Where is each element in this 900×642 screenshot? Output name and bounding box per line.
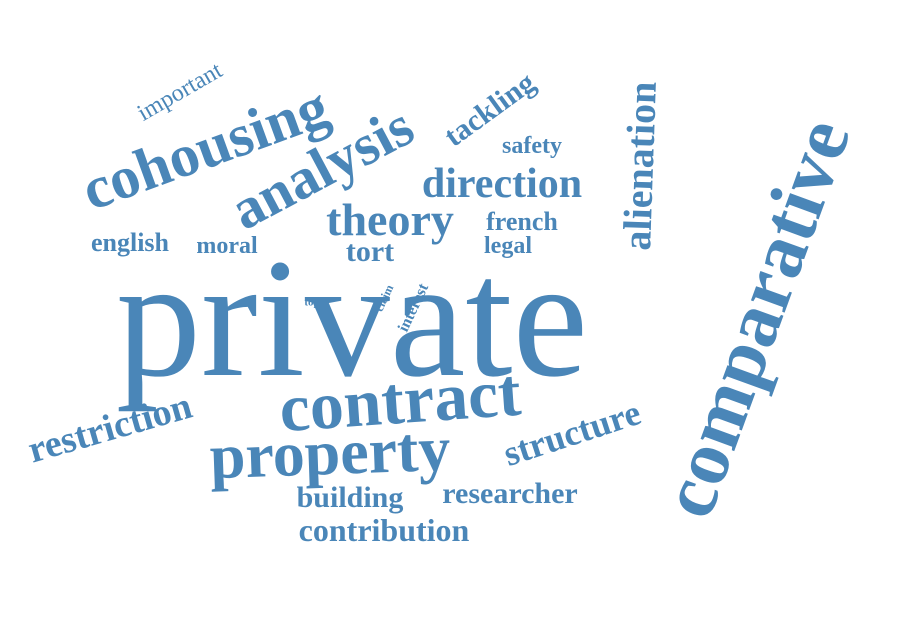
word-moral: moral bbox=[196, 233, 258, 259]
word-tort: tort bbox=[345, 235, 395, 268]
word-comparative: comparative bbox=[642, 107, 867, 529]
word-alienation: alienation bbox=[614, 80, 665, 252]
word-restriction: restriction bbox=[23, 384, 197, 472]
word-english: english bbox=[90, 228, 170, 257]
word-researcher: researcher bbox=[442, 477, 578, 510]
word-private: private bbox=[116, 224, 588, 412]
word-french: french bbox=[486, 207, 558, 236]
word-direction: direction bbox=[421, 161, 583, 207]
word-contribution: contribution bbox=[298, 512, 470, 548]
word-safety: safety bbox=[502, 133, 562, 159]
word-legal: legal bbox=[484, 233, 532, 259]
word-topic: topic bbox=[304, 296, 328, 309]
word-theory: theory bbox=[326, 194, 454, 245]
word-building: building bbox=[296, 481, 404, 514]
word-property: property bbox=[208, 412, 452, 493]
